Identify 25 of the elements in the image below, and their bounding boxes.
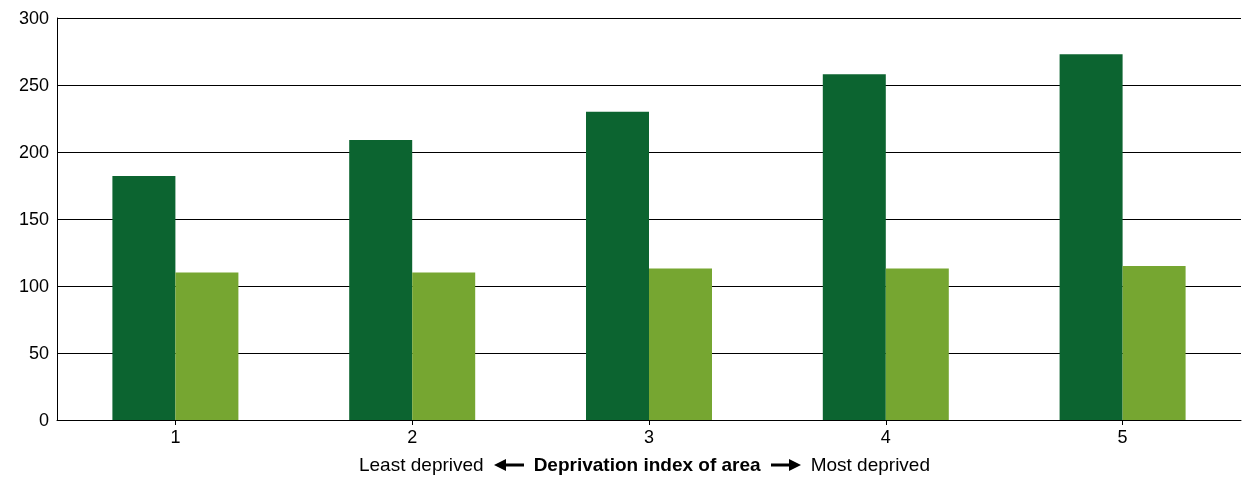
bar — [1059, 54, 1123, 420]
bar — [649, 268, 712, 420]
y-tick-label: 300 — [18, 8, 49, 28]
bar — [586, 111, 649, 420]
x-tick-label: 5 — [1117, 427, 1128, 447]
bar — [112, 176, 176, 420]
bar — [412, 272, 476, 420]
bar — [349, 139, 413, 420]
bar — [175, 272, 239, 420]
text: Most deprived — [810, 454, 930, 476]
bar — [885, 268, 949, 420]
x-axis-title: Deprivation index of area — [533, 454, 761, 476]
y-tick-label: 100 — [18, 276, 49, 296]
x-tick-label: 4 — [880, 427, 891, 447]
text: Least deprived — [358, 454, 484, 476]
x-tick-label: 2 — [407, 427, 418, 447]
y-tick-label: 150 — [18, 209, 49, 229]
y-tick-label: 50 — [28, 343, 49, 363]
y-tick-label: 0 — [38, 410, 49, 430]
bar — [1122, 265, 1186, 420]
x-tick-label: 3 — [643, 427, 655, 447]
y-tick-label: 250 — [18, 75, 49, 95]
x-tick-label: 1 — [170, 427, 181, 447]
y-tick-label: 200 — [18, 142, 49, 162]
bar — [822, 74, 886, 420]
